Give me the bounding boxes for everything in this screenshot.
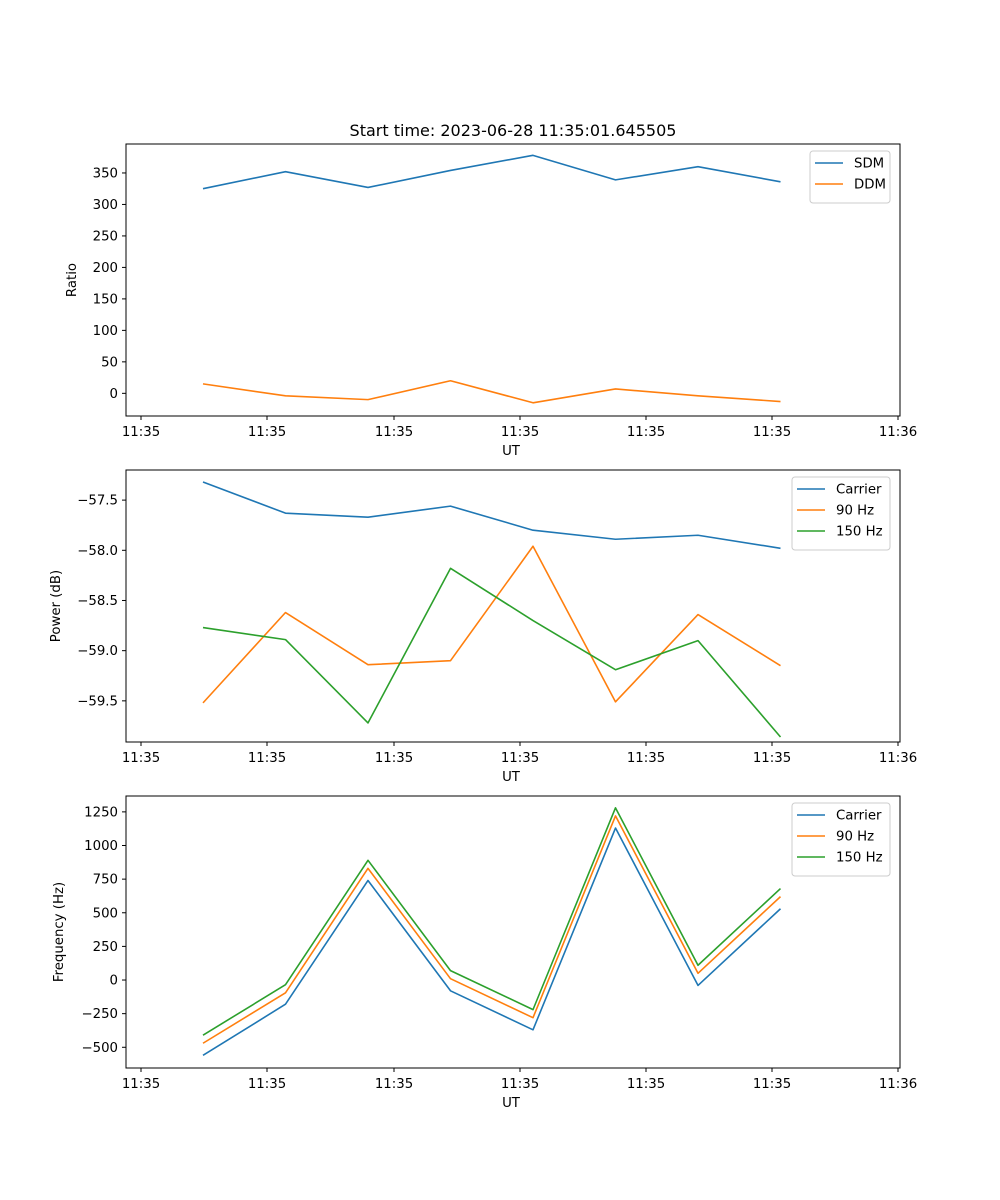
series-line-150-hz — [202, 567, 782, 738]
y-tick-label: 250 — [93, 940, 118, 955]
axes-frame — [125, 469, 901, 743]
legend-entry: DDM — [854, 178, 886, 193]
y-tick-label: 150 — [93, 292, 118, 307]
legend-entry: Carrier — [836, 483, 882, 498]
y-tick-label: 300 — [93, 198, 118, 213]
y-tick-label: 100 — [93, 324, 118, 339]
chart-panel-1: Start time: 2023-06-28 11:35:01.645505 11… — [65, 121, 917, 459]
y-tick-label: 350 — [93, 166, 118, 181]
x-tick-label: 11:35 — [753, 751, 791, 766]
y-tick-label: 1250 — [84, 805, 118, 820]
x-tick-label: 11:35 — [627, 1077, 665, 1092]
y-tick-label: 1000 — [84, 839, 118, 854]
y-tick-label: 0 — [110, 974, 118, 989]
series-line-sdm — [202, 154, 781, 190]
x-axis-label: UT — [502, 770, 521, 785]
chart-panel-2: 11:35 11:35 11:35 11:35 11:35 11:35 11:36 −59.5… — [49, 469, 917, 785]
x-tick-label: 11:35 — [753, 425, 791, 440]
x-tick-label: 11:35 — [122, 425, 160, 440]
x-tick-label: 11:35 — [627, 751, 665, 766]
x-tick-label: 11:35 — [501, 1077, 539, 1092]
x-tick-label: 11:36 — [879, 425, 917, 440]
y-tick-label: −58.5 — [77, 594, 118, 609]
x-tick-label: 11:36 — [879, 1077, 917, 1092]
axes-frame — [125, 143, 901, 417]
y-tick-label: −57.5 — [77, 494, 118, 509]
series-line-ddm — [202, 379, 781, 404]
series-line-90-hz — [202, 815, 782, 1044]
legend-entry: 150 Hz — [836, 851, 883, 866]
legend-entry: 90 Hz — [836, 830, 874, 845]
series-line-carrier — [202, 827, 782, 1057]
x-tick-label: 11:35 — [375, 751, 413, 766]
legend-entry: SDM — [854, 157, 884, 172]
y-tick-label: −58.0 — [77, 544, 118, 559]
y-axis-label: Frequency (Hz) — [52, 882, 67, 982]
x-tick-label: 11:35 — [753, 1077, 791, 1092]
y-axis-label: Ratio — [65, 263, 80, 297]
x-tick-label: 11:36 — [879, 751, 917, 766]
legend-entry: 90 Hz — [836, 504, 874, 519]
x-tick-label: 11:35 — [375, 1077, 413, 1092]
x-tick-label: 11:35 — [501, 425, 539, 440]
y-tick-label: 50 — [101, 355, 118, 370]
y-tick-label: 0 — [110, 387, 118, 402]
x-tick-label: 11:35 — [122, 1077, 160, 1092]
y-tick-label: 250 — [93, 229, 118, 244]
y-tick-label: −59.0 — [77, 644, 118, 659]
x-tick-label: 11:35 — [248, 1077, 286, 1092]
y-tick-label: 500 — [93, 906, 118, 921]
legend: Carrier 90 Hz 150 Hz — [791, 476, 891, 551]
chart-panel-3: 11:35 11:35 11:35 11:35 11:35 11:35 11:36 −500 −… — [52, 795, 917, 1111]
series-line-90-hz — [202, 545, 781, 704]
series-line-carrier — [202, 481, 781, 550]
x-axis-label: UT — [502, 444, 521, 459]
x-tick-label: 11:35 — [501, 751, 539, 766]
y-tick-label: −250 — [81, 1007, 118, 1022]
y-axis-label: Power (dB) — [49, 570, 64, 642]
x-tick-label: 11:35 — [248, 751, 286, 766]
x-tick-label: 11:35 — [375, 425, 413, 440]
chart-title: Start time: 2023-06-28 11:35:01.645505 — [350, 121, 677, 140]
y-tick-label: 200 — [93, 261, 118, 276]
axes-frame — [125, 795, 901, 1069]
series-line-150-hz — [202, 807, 782, 1036]
legend: Carrier 90 Hz 150 Hz — [791, 802, 891, 877]
x-tick-label: 11:35 — [122, 751, 160, 766]
y-tick-label: 750 — [93, 873, 118, 888]
legend-entry: Carrier — [836, 809, 882, 824]
legend-box — [809, 150, 891, 204]
legend-entry: 150 Hz — [836, 525, 883, 540]
y-tick-label: −500 — [81, 1041, 118, 1056]
x-tick-label: 11:35 — [248, 425, 286, 440]
legend: SDM DDM — [809, 150, 891, 204]
x-tick-label: 11:35 — [627, 425, 665, 440]
x-axis-label: UT — [502, 1096, 521, 1111]
y-tick-label: −59.5 — [77, 694, 118, 709]
